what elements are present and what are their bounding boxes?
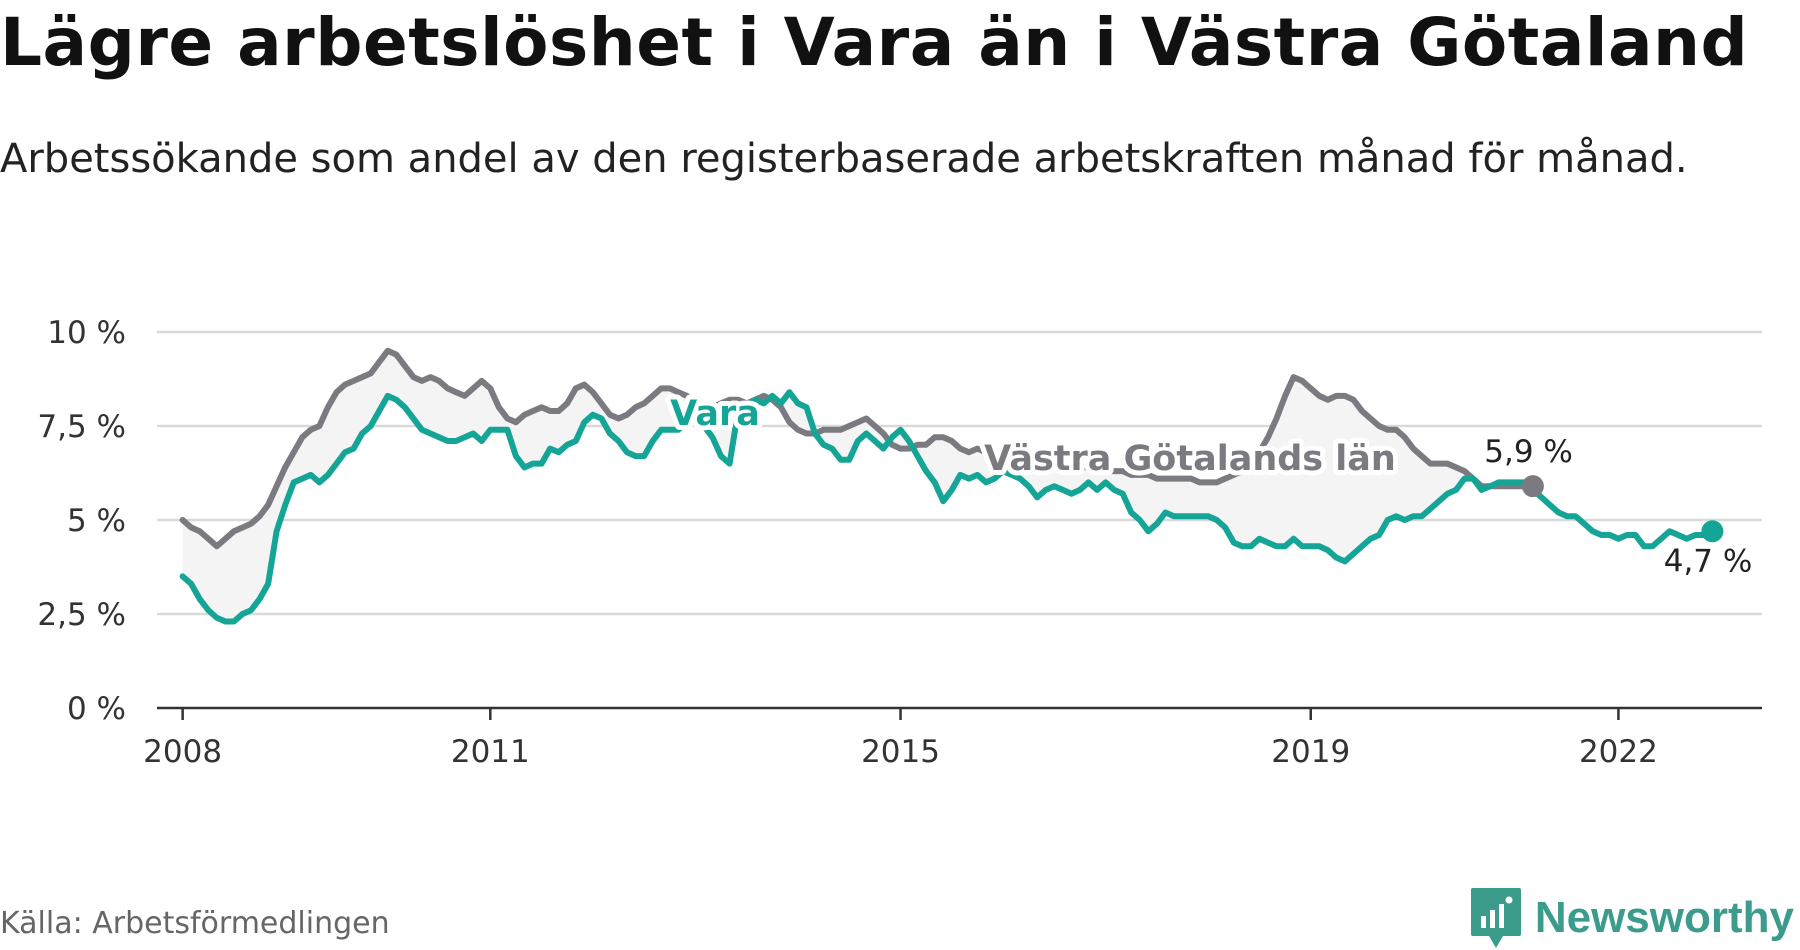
vara-line <box>179 389 1716 625</box>
vara-series-label-halo: Vara <box>670 394 760 434</box>
series-lines <box>179 347 1724 625</box>
region-series-label: Västra Götalands län <box>984 439 1396 479</box>
region-end-label-halo: 5,9 % <box>1484 434 1573 470</box>
gridlines <box>157 330 1762 616</box>
difference-band <box>182 350 1533 622</box>
y-tick-label: 10 % <box>47 315 126 351</box>
region-end-point <box>1521 475 1544 498</box>
y-tick-label: 0 % <box>67 691 126 727</box>
vara-end-point <box>1701 520 1724 543</box>
x-tick-label: 2019 <box>1271 734 1350 770</box>
y-tick-label: 5 % <box>67 503 126 539</box>
source-note: Källa: Arbetsförmedlingen <box>0 906 390 941</box>
x-tick-label: 2011 <box>451 734 530 770</box>
x-tick-label: 2022 <box>1579 734 1658 770</box>
y-tick-label: 2,5 % <box>37 597 126 633</box>
x-tick-label: 2015 <box>861 734 940 770</box>
chart-title: Lägre arbetslöshet i Vara än i Västra Gö… <box>0 4 1749 81</box>
vara-series-label: Vara <box>670 394 760 434</box>
brand-logo[interactable]: Newsworthy <box>1469 886 1794 950</box>
chart-subtitle: Arbetssökande som andel av den registerb… <box>0 136 1688 182</box>
newsworthy-icon <box>1470 888 1521 948</box>
region-end-label: 5,9 % <box>1484 434 1573 470</box>
vara-end-label: 4,7 % <box>1664 543 1753 579</box>
y-tick-label: 7,5 % <box>37 409 126 445</box>
vara-end-label-halo: 4,7 % <box>1664 543 1753 579</box>
x-tick-label: 2008 <box>143 734 222 770</box>
region-series-label-halo: Västra Götalands län <box>984 439 1396 479</box>
brand-name: Newsworthy <box>1534 893 1794 942</box>
region-line <box>179 347 1536 550</box>
axes: 0 % 2,5 % 5 % 7,5 % 10 % 2008 2011 2015 2019 2022 <box>37 315 1762 770</box>
